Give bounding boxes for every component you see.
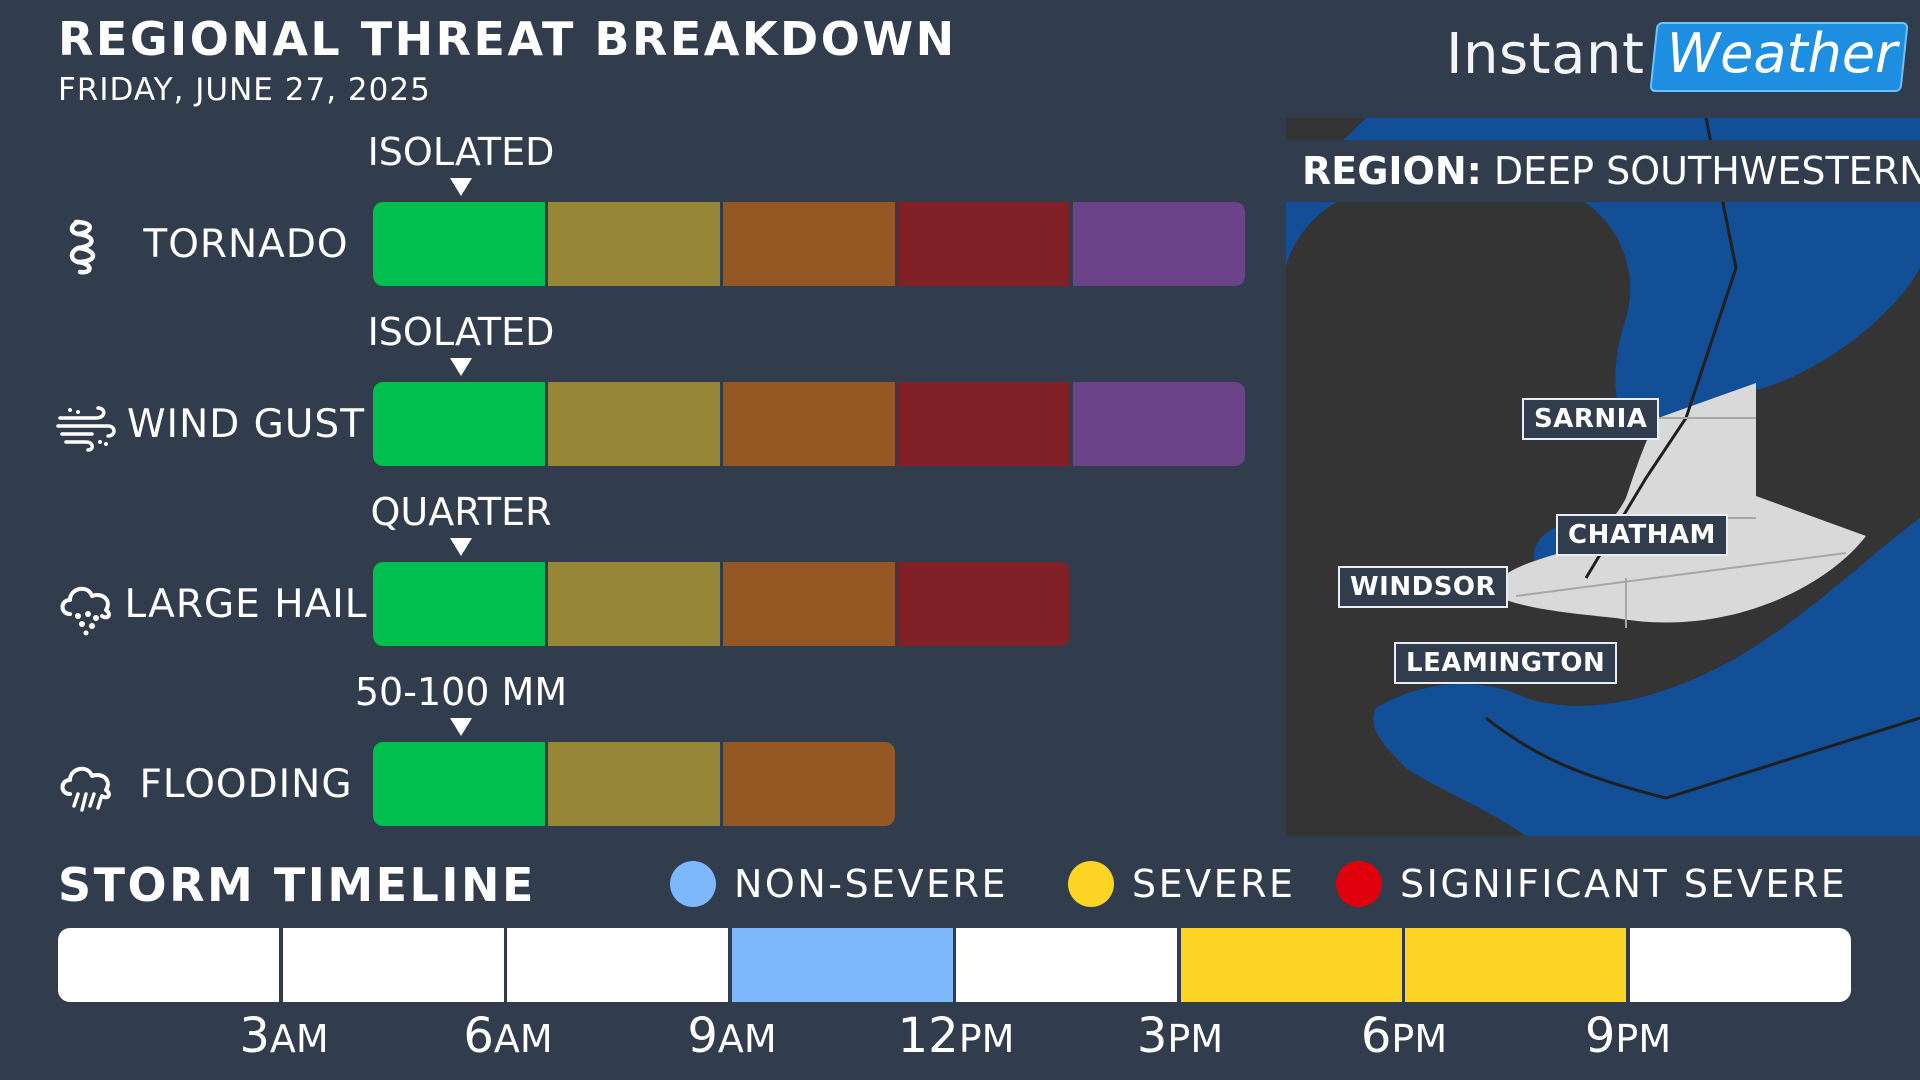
hail-scale-bar bbox=[373, 562, 1070, 646]
hail-marker-label: QUARTER bbox=[370, 490, 552, 534]
region-label: REGION: DEEP SOUTHWESTERN bbox=[1286, 140, 1920, 202]
threat-label-wind-gust: WIND GUST bbox=[127, 401, 366, 447]
flooding-marker-arrow bbox=[450, 718, 472, 736]
threat-row-tornado: TORNADO bbox=[0, 202, 1260, 286]
scale-segment bbox=[373, 202, 545, 286]
region-map bbox=[1286, 118, 1920, 836]
legend-dot-severe bbox=[1068, 861, 1114, 907]
scale-segment bbox=[548, 382, 720, 466]
rain-cloud-icon bbox=[56, 756, 116, 816]
tornado-icon bbox=[56, 216, 116, 276]
scale-segment bbox=[723, 202, 895, 286]
timeline-segment bbox=[58, 928, 279, 1002]
threat-label-flooding: FLOODING bbox=[139, 761, 353, 807]
scale-segment bbox=[373, 382, 545, 466]
scale-segment bbox=[373, 742, 545, 826]
threat-label-tornado: TORNADO bbox=[143, 221, 349, 267]
forecast-date: FRIDAY, JUNE 27, 2025 bbox=[58, 72, 431, 108]
wind-marker-label: ISOLATED bbox=[367, 310, 555, 354]
region-map-graphic bbox=[1286, 118, 1920, 836]
timeline-segment bbox=[282, 928, 504, 1002]
wind-scale-bar bbox=[373, 382, 1245, 466]
logo-text-instant: Instant bbox=[1446, 22, 1645, 87]
scale-segment bbox=[898, 382, 1070, 466]
timeline-segment bbox=[731, 928, 953, 1002]
city-label-windsor: WINDSOR bbox=[1338, 566, 1509, 608]
scale-segment bbox=[373, 562, 545, 646]
logo-text-weather: Weather bbox=[1666, 22, 1898, 85]
city-label-chatham: CHATHAM bbox=[1556, 514, 1728, 556]
legend-label-severe: SEVERE bbox=[1132, 862, 1296, 906]
hail-marker-arrow bbox=[450, 538, 472, 556]
timeline-tick: 3AM bbox=[239, 1008, 329, 1064]
hail-cloud-icon bbox=[56, 576, 116, 636]
timeline-tick: 9AM bbox=[687, 1008, 777, 1064]
scale-segment bbox=[898, 202, 1070, 286]
timeline-segment bbox=[1180, 928, 1402, 1002]
timeline-segment bbox=[1629, 928, 1851, 1002]
scale-segment bbox=[1073, 202, 1245, 286]
wind-icon bbox=[56, 396, 116, 456]
timeline-segment bbox=[1405, 928, 1626, 1002]
scale-segment bbox=[898, 562, 1070, 646]
region-key: REGION: bbox=[1302, 149, 1482, 193]
legend-label-significant-severe: SIGNIFICANT SEVERE bbox=[1400, 862, 1848, 906]
legend-item-non-severe: NON-SEVERE bbox=[670, 860, 1008, 908]
scale-segment bbox=[723, 742, 895, 826]
instant-weather-logo: Instant Weather bbox=[1446, 22, 1909, 96]
region-name: DEEP SOUTHWESTERN bbox=[1493, 149, 1920, 193]
threat-label-large-hail: LARGE HAIL bbox=[124, 581, 368, 627]
scale-segment bbox=[548, 742, 720, 826]
timeline-tick: 9PM bbox=[1584, 1008, 1672, 1064]
wind-marker-arrow bbox=[450, 358, 472, 376]
legend-dot-non-severe bbox=[670, 861, 716, 907]
tornado-marker-label: ISOLATED bbox=[367, 130, 555, 174]
scale-segment bbox=[1073, 382, 1245, 466]
legend-item-severe: SEVERE bbox=[1068, 860, 1296, 908]
flooding-scale-bar bbox=[373, 742, 895, 826]
threat-row-wind-gust: WIND GUST bbox=[0, 382, 1260, 466]
city-label-leamington: LEAMINGTON bbox=[1394, 642, 1618, 684]
page-title: REGIONAL THREAT BREAKDOWN bbox=[58, 12, 957, 66]
storm-timeline-bar bbox=[58, 928, 1852, 1002]
scale-segment bbox=[723, 382, 895, 466]
tornado-marker-arrow bbox=[450, 178, 472, 196]
flooding-marker-label: 50-100 MM bbox=[354, 670, 568, 714]
timeline-segment bbox=[956, 928, 1177, 1002]
timeline-segment bbox=[507, 928, 728, 1002]
storm-timeline-title: STORM TIMELINE bbox=[58, 858, 536, 912]
timeline-tick: 12PM bbox=[897, 1008, 1015, 1064]
scale-segment bbox=[548, 202, 720, 286]
scale-segment bbox=[548, 562, 720, 646]
legend-label-non-severe: NON-SEVERE bbox=[734, 862, 1009, 906]
threat-row-large-hail: LARGE HAIL bbox=[0, 562, 1260, 646]
legend-item-significant-severe: SIGNIFICANT SEVERE bbox=[1336, 860, 1847, 908]
threat-row-flooding: FLOODING bbox=[0, 742, 1260, 826]
tornado-scale-bar bbox=[373, 202, 1245, 286]
legend-dot-significant-severe bbox=[1336, 861, 1382, 907]
scale-segment bbox=[723, 562, 895, 646]
timeline-tick: 6PM bbox=[1360, 1008, 1448, 1064]
timeline-tick: 6AM bbox=[463, 1008, 553, 1064]
city-label-sarnia: SARNIA bbox=[1522, 398, 1660, 440]
timeline-tick: 3PM bbox=[1136, 1008, 1224, 1064]
